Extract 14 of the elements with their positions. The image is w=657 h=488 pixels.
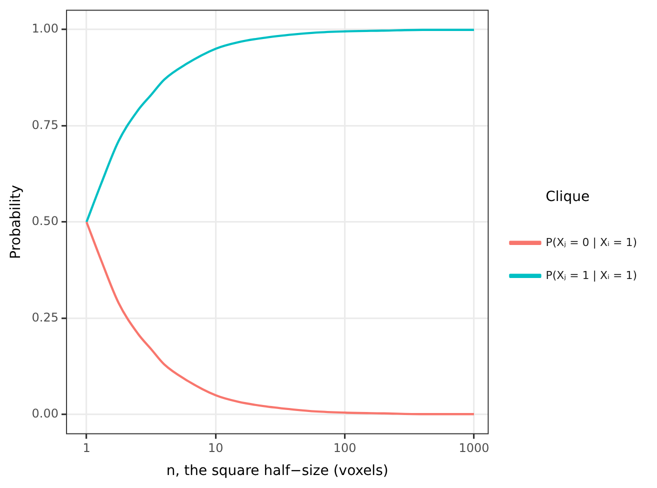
y-tick-label: 0.25: [32, 310, 59, 324]
legend-label: P(Xⱼ = 1 | Xᵢ = 1): [546, 268, 638, 282]
y-tick-label: 0.75: [32, 118, 59, 132]
x-tick-label: 1: [82, 441, 90, 456]
y-tick-label: 0.00: [32, 406, 59, 421]
y-axis-title: Probability: [8, 184, 24, 260]
legend-label: P(Xⱼ = 0 | Xᵢ = 1): [546, 236, 638, 249]
x-axis-title: n, the square half−size (voxels): [166, 463, 388, 480]
x-tick-label: 10: [208, 441, 224, 456]
y-tick-label: 1.00: [32, 22, 59, 36]
legend-title: Clique: [546, 189, 590, 206]
x-tick-label: 1000: [458, 441, 490, 456]
x-tick-label: 100: [333, 441, 356, 456]
y-tick-label: 0.50: [32, 214, 59, 228]
